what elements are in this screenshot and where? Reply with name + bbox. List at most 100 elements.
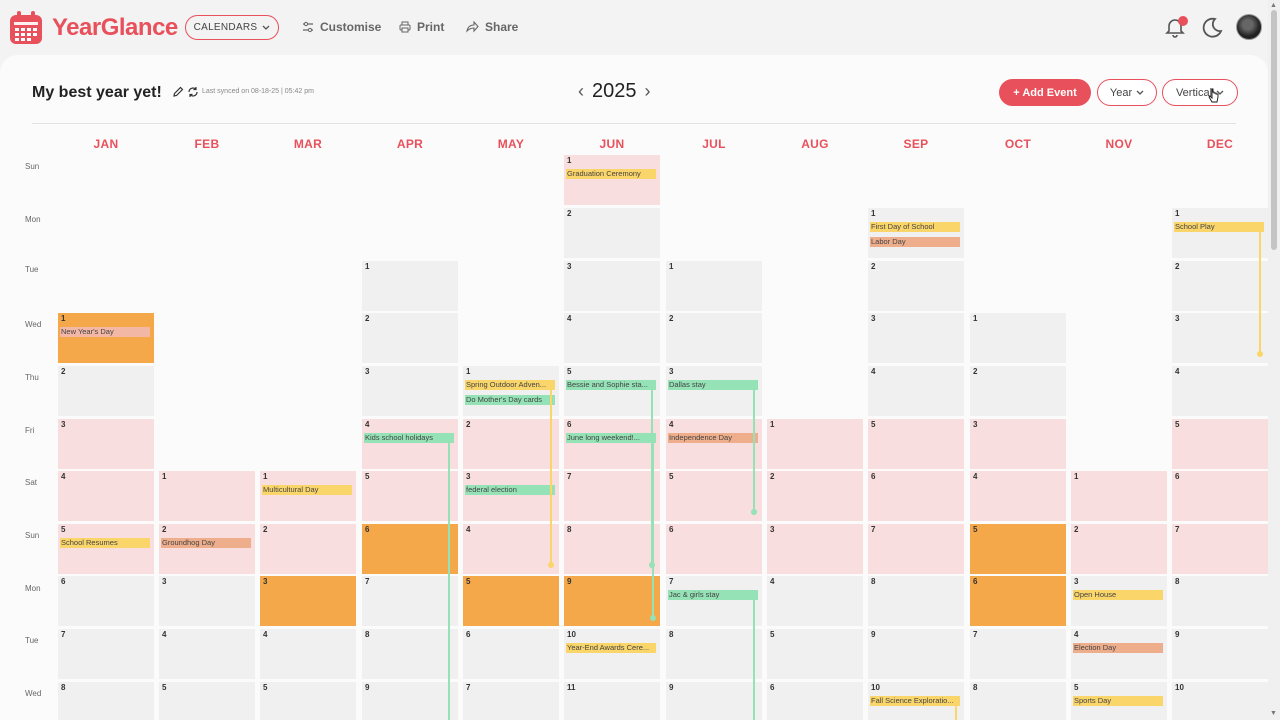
event-chip[interactable]: Graduation Ceremony (566, 169, 656, 179)
day-cell[interactable]: 4 (260, 629, 356, 679)
day-cell[interactable]: 3 Dallas stay (666, 366, 762, 416)
day-cell[interactable]: 1 (970, 313, 1066, 363)
day-cell[interactable]: 4 (564, 313, 660, 363)
day-cell[interactable]: 2 (1172, 261, 1268, 311)
event-chip[interactable]: Sports Day (1073, 696, 1163, 706)
day-cell[interactable]: 7 (1172, 524, 1268, 574)
day-cell[interactable]: 5 Sports Day (1071, 682, 1167, 720)
view-dropdown[interactable]: Year (1097, 79, 1157, 106)
day-cell[interactable]: 3 (159, 576, 255, 626)
day-cell[interactable]: 2 (666, 313, 762, 363)
day-cell[interactable]: 6 (362, 524, 458, 574)
notification-bell-icon[interactable] (1164, 16, 1186, 38)
event-chip[interactable]: federal election (465, 485, 555, 495)
day-cell[interactable]: 5 School Resumes (58, 524, 154, 574)
day-cell[interactable]: 4 (970, 471, 1066, 521)
event-chip[interactable]: School Play (1174, 222, 1264, 232)
avatar[interactable] (1236, 14, 1262, 40)
print-link[interactable]: Print (399, 20, 444, 34)
day-cell[interactable]: 5 (260, 682, 356, 720)
share-link[interactable]: Share (466, 20, 518, 34)
day-cell[interactable]: 6 (666, 524, 762, 574)
day-cell[interactable]: 9 (666, 682, 762, 720)
day-cell[interactable]: 5 Bessie and Sophie sta... (564, 366, 660, 416)
day-cell[interactable]: 2 (362, 313, 458, 363)
pencil-icon[interactable] (172, 86, 184, 98)
event-chip[interactable]: New Year's Day (60, 327, 150, 337)
day-cell[interactable]: 5 (970, 524, 1066, 574)
customise-link[interactable]: Customise (302, 20, 381, 34)
sync-icon[interactable] (187, 86, 199, 98)
scrollbar-thumb[interactable] (1271, 10, 1277, 250)
day-cell[interactable]: 6 (767, 682, 863, 720)
day-cell[interactable]: 3 (868, 313, 964, 363)
day-cell[interactable]: 9 (1172, 629, 1268, 679)
day-cell[interactable]: 7 (868, 524, 964, 574)
day-cell[interactable]: 2 (868, 261, 964, 311)
day-cell[interactable]: 10 Year-End Awards Cere... (564, 629, 660, 679)
day-cell[interactable]: 4 (159, 629, 255, 679)
day-cell[interactable]: 4 (767, 576, 863, 626)
day-cell[interactable]: 1 (159, 471, 255, 521)
event-chip[interactable]: Dallas stay (668, 380, 758, 390)
day-cell[interactable]: 4 (868, 366, 964, 416)
event-chip[interactable]: Fall Science Exploratio... (870, 696, 960, 706)
day-cell[interactable]: 6 (463, 629, 559, 679)
day-cell[interactable]: 8 (564, 524, 660, 574)
day-cell[interactable]: 3 (564, 261, 660, 311)
day-cell[interactable]: 5 (666, 471, 762, 521)
layout-dropdown[interactable]: Vertical (1162, 79, 1238, 106)
day-cell[interactable]: 8 (868, 576, 964, 626)
day-cell[interactable]: 6 (1172, 471, 1268, 521)
event-chip[interactable]: Multicultural Day (262, 485, 352, 495)
day-cell[interactable]: 6 (868, 471, 964, 521)
day-cell[interactable]: 5 (868, 419, 964, 469)
event-chip[interactable]: First Day of School (870, 222, 960, 232)
day-cell[interactable]: 1 (362, 261, 458, 311)
day-cell[interactable]: 4 Kids school holidays (362, 419, 458, 469)
day-cell[interactable]: 8 (666, 629, 762, 679)
add-event-button[interactable]: + Add Event (999, 79, 1091, 106)
day-cell[interactable]: 7 (58, 629, 154, 679)
event-chip[interactable]: Open House (1073, 590, 1163, 600)
event-chip[interactable]: School Resumes (60, 538, 150, 548)
day-cell[interactable]: 10 (1172, 682, 1268, 720)
day-cell[interactable]: 1 (1071, 471, 1167, 521)
day-cell[interactable]: 8 (970, 682, 1066, 720)
day-cell[interactable]: 7 (362, 576, 458, 626)
day-cell[interactable]: 3 (767, 524, 863, 574)
day-cell[interactable]: 3 (1172, 313, 1268, 363)
day-cell[interactable]: 2 (260, 524, 356, 574)
day-cell[interactable]: 3 (58, 419, 154, 469)
event-chip[interactable]: Spring Outdoor Adven... (465, 380, 555, 390)
day-cell[interactable]: 2 Groundhog Day (159, 524, 255, 574)
day-cell[interactable]: 5 (767, 629, 863, 679)
event-chip[interactable]: Do Mother's Day cards (465, 395, 555, 405)
day-cell[interactable]: 1 Graduation Ceremony (564, 155, 660, 205)
moon-icon[interactable] (1200, 16, 1224, 40)
day-cell[interactable]: 4 (463, 524, 559, 574)
day-cell[interactable]: 1 Spring Outdoor Adven... Do Mother's Day … (463, 366, 559, 416)
prev-year-icon[interactable]: ‹ (578, 81, 584, 101)
day-cell[interactable]: 8 (362, 629, 458, 679)
app-logo[interactable]: YearGlance (8, 10, 178, 46)
day-cell[interactable]: 1 (666, 261, 762, 311)
day-cell[interactable]: 8 (1172, 576, 1268, 626)
day-cell[interactable]: 4 (58, 471, 154, 521)
day-cell[interactable]: 9 (868, 629, 964, 679)
event-chip[interactable]: Kids school holidays (364, 433, 454, 443)
day-cell[interactable]: 4 Independence Day (666, 419, 762, 469)
day-cell[interactable]: 10 Fall Science Exploratio... (868, 682, 964, 720)
day-cell[interactable]: 4 (1172, 366, 1268, 416)
event-chip[interactable]: Jac & girls stay (668, 590, 758, 600)
day-cell[interactable]: 1 New Year's Day (58, 313, 154, 363)
day-cell[interactable]: 2 (463, 419, 559, 469)
day-cell[interactable]: 3 (362, 366, 458, 416)
scroll-up-icon[interactable]: ▲ (1270, 2, 1277, 9)
day-cell[interactable]: 6 (58, 576, 154, 626)
day-cell[interactable]: 2 (970, 366, 1066, 416)
event-chip[interactable]: Labor Day (870, 237, 960, 247)
event-chip[interactable]: Independence Day (668, 433, 758, 443)
event-chip[interactable]: June long weekend!... (566, 433, 656, 443)
day-cell[interactable]: 3 (260, 576, 356, 626)
